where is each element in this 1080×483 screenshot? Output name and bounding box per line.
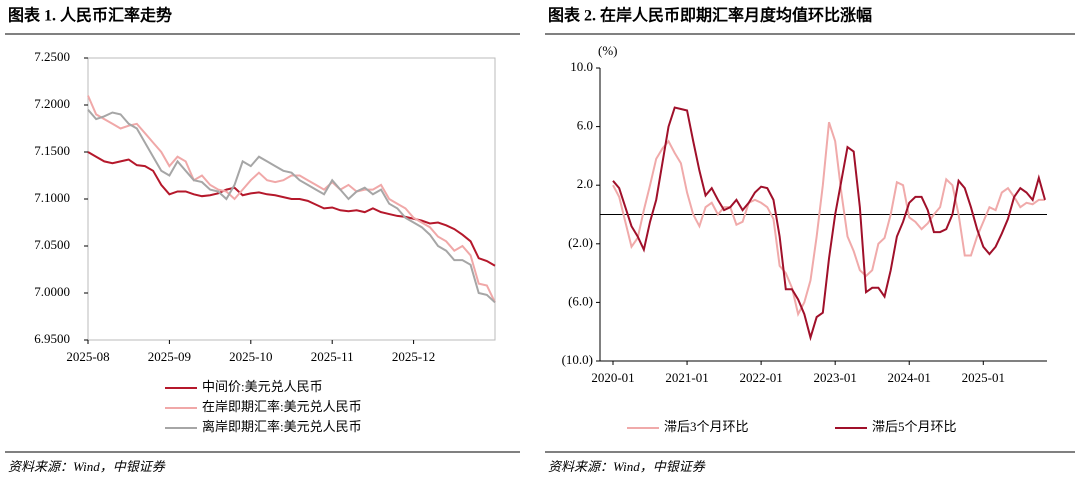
y-tick-label: 7.2000 — [34, 96, 70, 111]
y-tick-label: 7.1500 — [34, 143, 70, 158]
y-tick-label: 7.2500 — [34, 49, 70, 64]
x-tick-label: 2025-09 — [148, 349, 191, 364]
source: 资料来源：Wind，中银证券 — [8, 459, 166, 474]
x-tick-label: 2025-08 — [66, 349, 109, 364]
x-tick-label: 2021-01 — [665, 370, 708, 385]
y-tick-label: (6.0) — [568, 293, 593, 308]
x-tick-label: 2022-01 — [739, 370, 782, 385]
y-tick-label: 6.0 — [577, 118, 593, 133]
y-tick-label: 10.0 — [570, 59, 593, 74]
x-tick-label: 2025-12 — [392, 349, 435, 364]
y-tick-label: 6.9500 — [34, 331, 70, 346]
chart-title: 图表 2. 在岸人民币即期汇率月度均值环比涨幅 — [548, 6, 872, 25]
x-tick-label: 2024-01 — [888, 370, 931, 385]
y-tick-label: 2.0 — [577, 176, 593, 191]
y-tick-label: 7.0500 — [34, 237, 70, 252]
legend-label: 滞后5个月环比 — [872, 419, 957, 434]
series-line — [612, 106, 1046, 342]
y-tick-label: 7.1000 — [34, 190, 70, 205]
source: 资料来源：Wind，中银证券 — [548, 459, 706, 474]
legend-label: 离岸即期汇率:美元兑人民币 — [202, 419, 362, 434]
series-line — [87, 109, 496, 304]
legend-label: 在岸即期汇率:美元兑人民币 — [202, 399, 362, 414]
chart-title: 图表 1. 人民币汇率走势 — [8, 6, 172, 25]
x-tick-label: 2023-01 — [813, 370, 856, 385]
x-tick-label: 2025-11 — [311, 349, 354, 364]
x-tick-label: 2025-01 — [962, 370, 1005, 385]
x-tick-label: 2025-10 — [229, 349, 272, 364]
x-tick-label: 2020-01 — [591, 370, 634, 385]
y-axis-label: (%) — [598, 43, 618, 58]
series-line — [87, 151, 496, 267]
y-tick-label: 7.0000 — [34, 284, 70, 299]
series-line — [612, 121, 1045, 317]
series-line — [87, 95, 496, 303]
legend-label: 滞后3个月环比 — [664, 419, 749, 434]
legend-label: 中间价:美元兑人民币 — [202, 379, 323, 394]
y-tick-label: (10.0) — [562, 352, 593, 367]
y-tick-label: (2.0) — [568, 235, 593, 250]
